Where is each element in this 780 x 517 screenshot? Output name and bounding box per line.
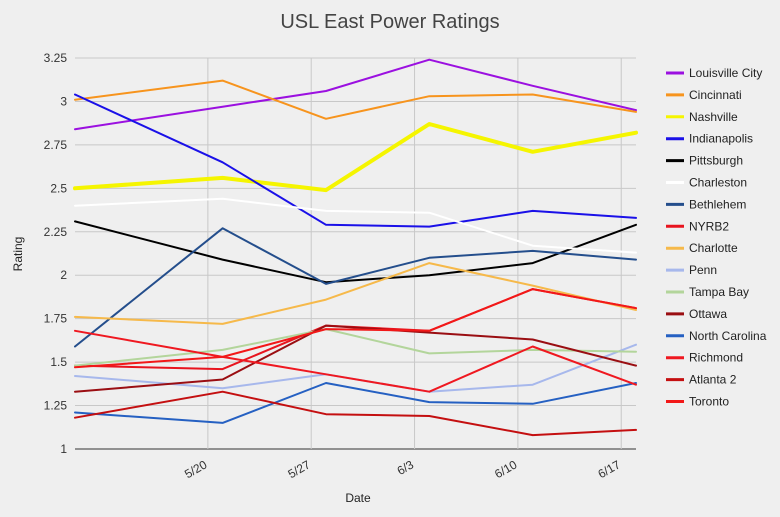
y-axis-ticks: 1 1.25 1.5 1.75 2 2.25 2.5 2.75 3 3.25: [44, 51, 68, 456]
series-line: [73, 122, 638, 193]
series-line: [74, 390, 637, 437]
y-tick-label: 2.5: [50, 181, 67, 195]
legend-label: North Carolina: [689, 329, 767, 343]
legend-label: Toronto: [689, 395, 729, 409]
legend-label: Cincinnati: [689, 88, 742, 102]
series-line: [74, 262, 637, 325]
legend: Louisville City Cincinnati Nashville Indian…: [666, 66, 767, 409]
series-line: [74, 79, 637, 120]
legend-label: Nashville: [689, 110, 738, 124]
legend-label: Charlotte: [689, 241, 738, 255]
y-tick-label: 2.25: [44, 225, 68, 239]
y-tick-label: 1.25: [44, 399, 68, 413]
y-tick-label: 3: [60, 94, 67, 108]
chart-title: USL East Power Ratings: [280, 11, 499, 33]
series-line: [74, 197, 637, 254]
series-lines: [73, 58, 638, 437]
series-line: [74, 227, 637, 348]
legend-label: Penn: [689, 263, 717, 277]
series-line: [74, 93, 637, 228]
series-line: [74, 220, 637, 284]
series-line: [74, 329, 637, 393]
series-line: [74, 58, 637, 131]
legend-label: Tampa Bay: [689, 285, 749, 299]
legend-label: Indianapolis: [689, 132, 753, 146]
legend-label: Atlanta 2: [689, 373, 737, 387]
series-line: [74, 288, 637, 369]
y-tick-label: 1: [60, 442, 67, 456]
legend-label: Bethlehem: [689, 197, 746, 211]
gridlines: [75, 57, 636, 450]
y-tick-label: 2: [60, 268, 67, 282]
y-tick-label: 3.25: [44, 51, 68, 65]
y-axis-label: Rating: [11, 237, 25, 272]
y-tick-label: 1.5: [50, 355, 67, 369]
legend-label: NYRB2: [689, 219, 729, 233]
legend-label: Louisville City: [689, 66, 762, 80]
y-tick-label: 2.75: [44, 138, 68, 152]
series-line: [74, 382, 637, 424]
legend-label: Ottawa: [689, 307, 727, 321]
legend-label: Pittsburgh: [689, 154, 743, 168]
x-axis-label: Date: [345, 491, 371, 505]
y-tick-label: 1.75: [44, 312, 68, 326]
legend-label: Richmond: [689, 351, 743, 365]
legend-label: Charleston: [689, 176, 747, 190]
